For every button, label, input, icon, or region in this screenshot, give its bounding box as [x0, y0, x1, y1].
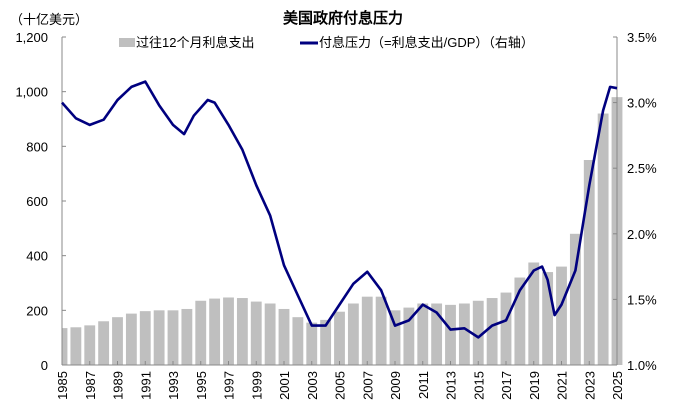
axes: 0 200 400 600 800 1,000 1,200 1.0% 1.5% 2.0% 2.5% 3… [15, 30, 657, 400]
bar [472, 300, 484, 365]
x-tick-label: 2005 [333, 371, 348, 400]
bar [361, 296, 373, 365]
left-tick-label: 1,200 [15, 30, 48, 45]
bar [167, 310, 179, 365]
legend-swatch-bar [119, 38, 135, 47]
x-tick-label: 2021 [555, 371, 570, 400]
right-tick-label: 2.5% [627, 161, 657, 176]
x-tick-label: 2017 [499, 371, 514, 400]
bar [389, 310, 401, 365]
bar [431, 303, 443, 365]
bar [514, 277, 526, 365]
legend-label-line: 付息压力（=利息支出/GDP）（右轴） [319, 35, 534, 50]
right-tick-label: 3.5% [627, 30, 657, 45]
x-tick-label: 2011 [416, 371, 431, 399]
bar [334, 311, 345, 365]
right-tick-label: 2.0% [627, 227, 657, 242]
bar [236, 298, 248, 365]
x-tick-label: 2013 [444, 371, 459, 400]
bar [569, 233, 581, 365]
chart-title: 美国政府付息压力 [283, 9, 403, 27]
x-tick-label: 1993 [166, 371, 181, 400]
bar [278, 308, 290, 365]
legend-label-bar: 过往12个月利息支出 [136, 35, 254, 50]
x-tick-label: 1989 [111, 371, 126, 400]
bar [306, 322, 318, 365]
x-tick-label: 1991 [138, 371, 153, 400]
bar [70, 327, 82, 365]
bar [195, 300, 207, 365]
bar [583, 160, 595, 365]
bar [417, 303, 429, 365]
left-axis-unit: （十亿美元） [10, 12, 88, 27]
bar [264, 303, 276, 365]
bar [542, 272, 554, 365]
left-tick-label: 200 [26, 303, 48, 318]
x-tick-label: 2025 [610, 371, 625, 400]
x-tick-label: 1987 [83, 371, 98, 400]
bar [403, 307, 415, 365]
right-tick-label: 1.5% [627, 292, 657, 307]
left-tick-label: 0 [41, 358, 48, 373]
bar [347, 303, 359, 365]
bar [139, 311, 151, 365]
bar [181, 308, 193, 365]
bar [458, 303, 470, 365]
legend: 过往12个月利息支出 付息压力（=利息支出/GDP）（右轴） [119, 35, 534, 50]
bar [528, 262, 540, 365]
x-tick-label: 2023 [582, 371, 597, 400]
bar [556, 266, 567, 365]
bar [292, 317, 304, 365]
left-tick-label: 800 [26, 139, 48, 154]
bar-series [62, 97, 623, 366]
x-tick-label: 1999 [249, 371, 264, 400]
bar [84, 325, 96, 365]
bar [500, 292, 512, 365]
bar [486, 298, 498, 365]
bar [62, 328, 68, 365]
x-tick-label: 2019 [527, 371, 542, 400]
bar [250, 301, 262, 365]
bar [98, 321, 110, 365]
bar [112, 317, 123, 365]
bar [320, 319, 332, 365]
line-series [61, 80, 618, 339]
bar [375, 296, 387, 365]
x-tick-label: 1997 [222, 371, 237, 400]
bar [597, 113, 609, 366]
x-tick-label: 1995 [194, 371, 209, 400]
bar [445, 304, 456, 365]
right-tick-label: 3.0% [627, 96, 657, 111]
bar [209, 298, 221, 365]
bar [125, 313, 137, 365]
x-tick-label: 2001 [277, 371, 292, 400]
x-tick-label: 2009 [388, 371, 403, 400]
left-tick-label: 600 [26, 194, 48, 209]
x-tick-label: 2015 [471, 371, 486, 400]
x-tick-label: 2003 [305, 371, 320, 400]
right-tick-label: 1.0% [627, 358, 657, 373]
x-tick-label: 1985 [55, 371, 70, 400]
bar [223, 297, 234, 365]
left-tick-label: 400 [26, 249, 48, 264]
bar [153, 310, 165, 365]
x-tick-label: 2007 [360, 371, 375, 400]
left-tick-label: 1,000 [15, 85, 48, 100]
